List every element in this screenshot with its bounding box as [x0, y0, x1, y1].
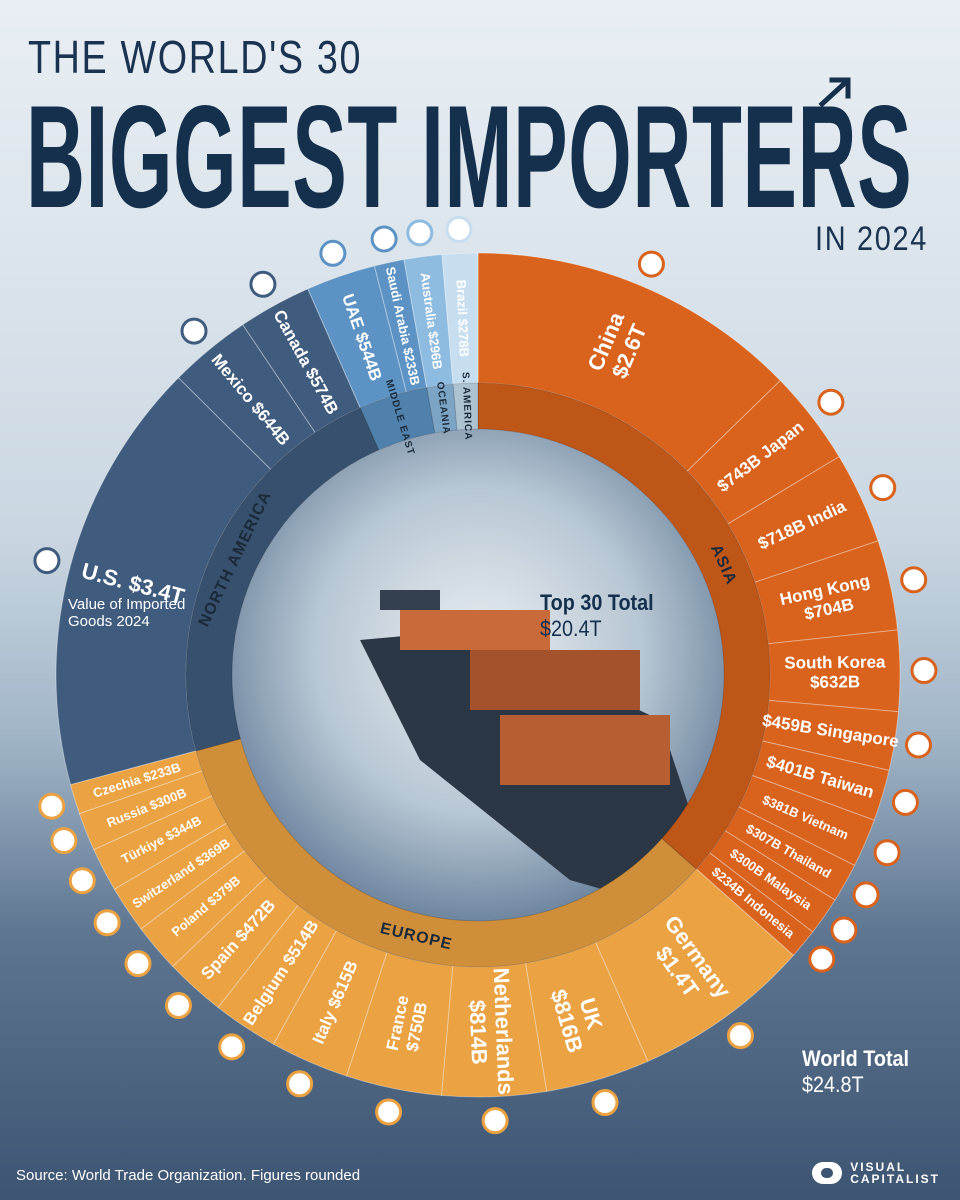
- region-label-s-america: S. AMERICA: [460, 372, 474, 441]
- sa-flag-icon: [370, 225, 398, 253]
- world-value: $24.8T: [802, 1072, 864, 1097]
- cz-flag-icon: [38, 792, 66, 820]
- ru-flag-icon: [50, 827, 78, 855]
- top30-value: $20.4T: [540, 616, 602, 641]
- logo-line2: CAPITALIST: [850, 1172, 940, 1187]
- gb-flag-icon: [591, 1089, 619, 1117]
- be-flag-icon: [218, 1033, 246, 1061]
- subtitle-year: IN 2024: [814, 220, 928, 258]
- au-flag-icon: [406, 219, 434, 247]
- us-flag-icon: [33, 547, 61, 575]
- pl-flag-icon: [124, 950, 152, 978]
- slice-u-s: [55, 377, 272, 786]
- arrow-icon: [818, 77, 851, 108]
- cn-flag-icon: [637, 250, 665, 278]
- top30-label: Top 30 Total: [540, 590, 654, 615]
- pre-title: THE WORLD'S 30: [28, 31, 363, 83]
- nl-flag-icon: [481, 1107, 509, 1135]
- top30-callout: Top 30 Total $20.4T: [540, 590, 666, 642]
- ch-flag-icon: [93, 909, 121, 937]
- br-flag-icon: [445, 215, 473, 243]
- us-note-line1: Value of Imported: [68, 596, 186, 613]
- fr-flag-icon: [375, 1098, 403, 1126]
- in-flag-icon: [869, 474, 897, 502]
- jp-flag-icon: [817, 388, 845, 416]
- id-flag-icon: [808, 945, 836, 973]
- mx-flag-icon: [180, 317, 208, 345]
- my-flag-icon: [830, 916, 858, 944]
- region-europe: [195, 738, 697, 968]
- world-callout: World Total $24.8T: [802, 1046, 921, 1098]
- brand-logo: VISUAL CAPITALIST: [812, 1161, 940, 1186]
- kr-flag-icon: [910, 657, 938, 685]
- region-north-america: [185, 407, 380, 752]
- us-note: Value of Imported Goods 2024: [68, 596, 185, 631]
- logo-line1: VISUAL: [850, 1159, 907, 1174]
- logo-icon: [812, 1162, 843, 1185]
- es-flag-icon: [164, 991, 192, 1019]
- sg-flag-icon: [904, 731, 932, 759]
- label-netherlands: Netherlands$814B: [463, 967, 518, 1096]
- label-brazil: Brazil $278B: [454, 279, 472, 357]
- it-flag-icon: [286, 1070, 314, 1098]
- vn-flag-icon: [873, 839, 901, 867]
- ca-flag-icon: [249, 270, 277, 298]
- ship-illustration: [360, 590, 700, 900]
- page-title: BIGGEST IMPORTERS: [26, 75, 913, 238]
- region-asia: [477, 382, 771, 870]
- hk-flag-icon: [900, 566, 928, 594]
- us-note-line2: Goods 2024: [68, 613, 150, 631]
- th-flag-icon: [852, 881, 880, 909]
- world-label: World Total: [802, 1046, 910, 1071]
- tw-flag-icon: [891, 788, 919, 816]
- region-s-america: [452, 382, 479, 431]
- ae-flag-icon: [319, 239, 347, 267]
- de-flag-icon: [726, 1022, 754, 1050]
- label-south-korea: South Korea $632B: [784, 653, 886, 693]
- source-note: Source: World Trade Organization. Figure…: [16, 1167, 361, 1184]
- tr-flag-icon: [68, 867, 96, 895]
